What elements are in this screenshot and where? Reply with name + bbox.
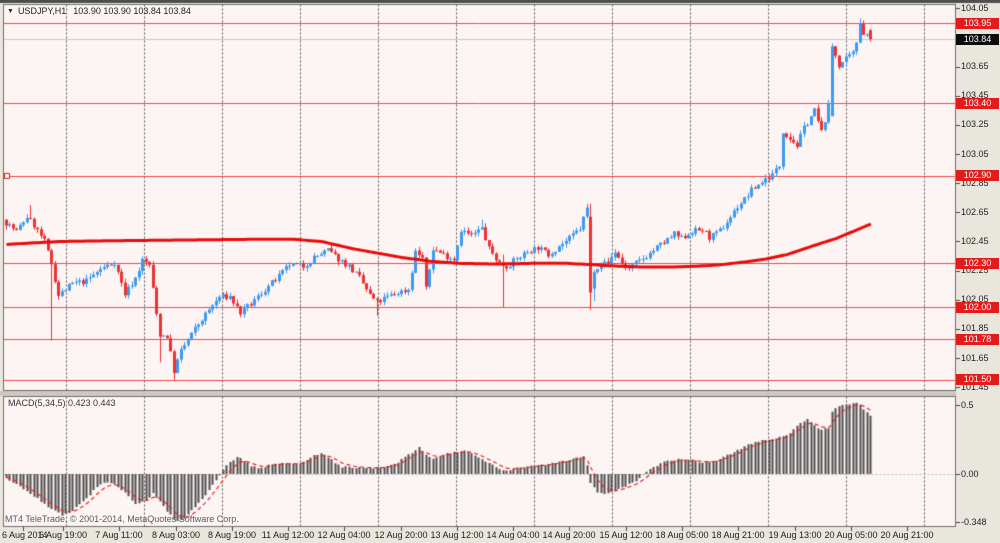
ohlc-quote-label: 103.90 103.90 103.84 103.84 (73, 6, 191, 16)
copyright-label: MT4 TeleTrade, © 2001-2014, MetaQuotes S… (5, 514, 239, 524)
macd-indicator-label: MACD(5,34,5) 0.423 0.443 (8, 398, 116, 408)
symbol-period-label: USDJPY,H1 (17, 6, 67, 16)
chart-title: ▼ USDJPY,H1 103.90 103.90 103.84 103.84 (7, 6, 191, 17)
chevron-down-icon[interactable]: ▼ (7, 8, 14, 15)
